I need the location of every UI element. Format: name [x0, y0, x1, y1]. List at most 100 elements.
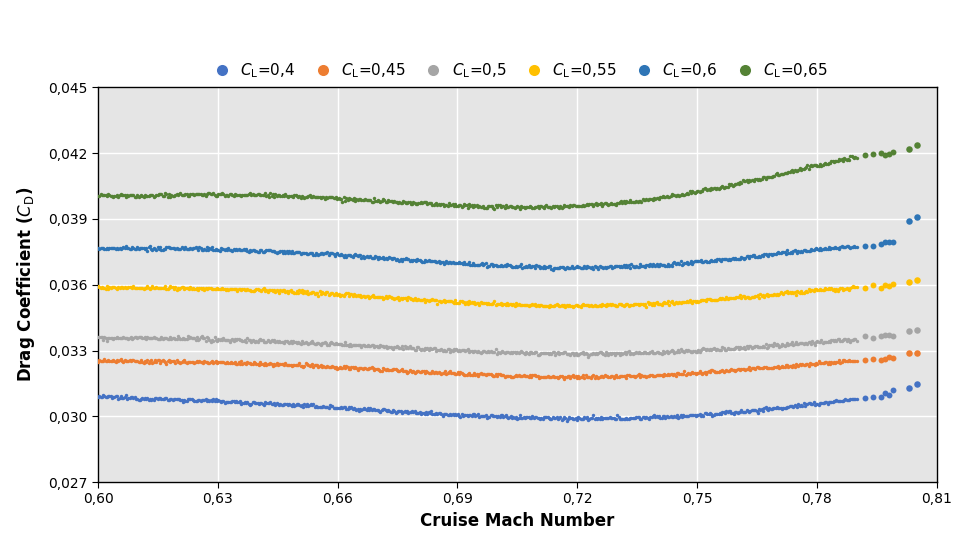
Point: [378, 406, 394, 415]
Point: [502, 413, 517, 421]
Point: [369, 406, 385, 415]
Point: [176, 245, 191, 254]
Point: [121, 394, 136, 403]
Point: [664, 297, 680, 306]
Point: [468, 411, 484, 420]
Point: [602, 199, 618, 208]
Point: [759, 364, 775, 372]
Point: [392, 256, 407, 265]
Point: [496, 347, 512, 356]
Point: [453, 413, 468, 421]
Point: [619, 197, 634, 205]
Point: [316, 362, 332, 371]
Point: [207, 284, 222, 293]
Point: [778, 341, 794, 349]
Point: [455, 346, 471, 355]
Point: [777, 403, 792, 412]
Point: [110, 356, 126, 365]
Point: [282, 192, 298, 201]
Point: [568, 348, 583, 357]
Point: [347, 290, 363, 299]
Point: [167, 191, 183, 199]
Point: [212, 246, 227, 255]
Point: [121, 334, 136, 343]
Point: [474, 412, 489, 421]
Point: [826, 337, 841, 346]
Point: [743, 293, 758, 302]
Point: [150, 190, 165, 199]
Point: [388, 294, 403, 302]
Point: [198, 358, 214, 367]
Point: [723, 364, 739, 373]
Point: [413, 295, 428, 304]
Point: [605, 373, 621, 382]
Point: [327, 193, 342, 202]
Point: [100, 281, 115, 290]
Point: [371, 407, 387, 415]
Point: [263, 358, 278, 367]
Point: [747, 293, 762, 301]
Point: [687, 368, 702, 377]
Point: [223, 336, 239, 344]
Point: [511, 414, 526, 423]
Point: [270, 191, 285, 199]
Point: [232, 246, 248, 255]
Point: [379, 255, 395, 263]
Point: [681, 189, 696, 198]
Point: [721, 180, 737, 189]
Point: [370, 405, 386, 414]
Point: [542, 349, 558, 358]
Point: [216, 285, 231, 294]
Point: [380, 196, 396, 204]
Point: [727, 179, 743, 188]
Point: [166, 334, 182, 343]
Point: [715, 182, 730, 191]
Point: [635, 348, 651, 357]
Point: [423, 256, 438, 265]
Point: [393, 366, 408, 374]
Point: [137, 394, 153, 403]
Point: [665, 413, 681, 421]
Point: [445, 298, 460, 306]
Point: [190, 396, 205, 405]
Point: [358, 195, 373, 204]
Point: [775, 404, 790, 413]
Point: [563, 350, 578, 359]
Point: [519, 300, 535, 309]
Point: [816, 398, 832, 407]
Point: [873, 356, 889, 365]
Point: [156, 283, 171, 292]
Point: [351, 195, 366, 203]
Point: [417, 297, 432, 306]
Point: [182, 192, 197, 201]
Point: [102, 357, 117, 366]
Point: [374, 405, 390, 414]
Point: [222, 284, 238, 293]
Point: [756, 343, 772, 352]
Point: [596, 414, 611, 422]
Point: [388, 342, 403, 351]
Point: [591, 199, 606, 208]
Point: [804, 245, 819, 254]
Point: [372, 253, 388, 262]
Point: [132, 395, 148, 404]
Point: [732, 342, 747, 351]
Point: [600, 262, 615, 271]
Point: [211, 335, 226, 344]
Point: [808, 359, 824, 368]
Point: [387, 343, 402, 352]
Point: [130, 284, 145, 293]
Point: [408, 368, 424, 377]
Point: [453, 259, 468, 268]
Point: [660, 259, 676, 268]
Point: [709, 346, 724, 355]
Point: [466, 298, 482, 307]
Point: [355, 292, 370, 300]
Point: [241, 286, 256, 294]
Point: [595, 348, 610, 357]
Point: [787, 166, 803, 174]
Point: [109, 392, 125, 401]
Point: [323, 402, 338, 410]
Point: [498, 372, 513, 380]
Point: [299, 287, 314, 295]
